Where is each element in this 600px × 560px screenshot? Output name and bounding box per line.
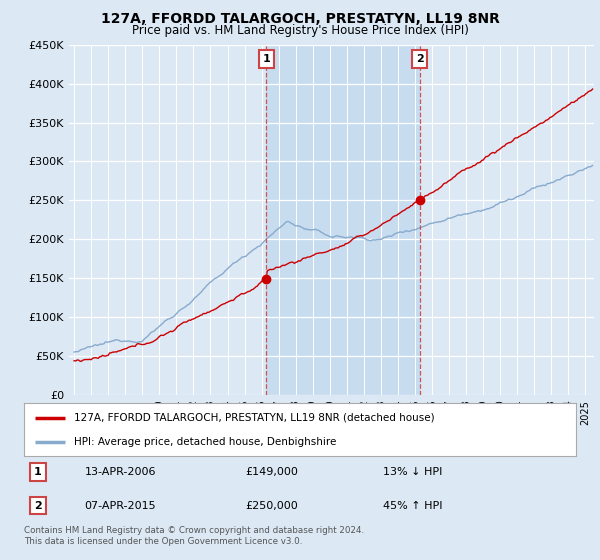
Text: 45% ↑ HPI: 45% ↑ HPI	[383, 501, 442, 511]
Text: 127A, FFORDD TALARGOCH, PRESTATYN, LL19 8NR (detached house): 127A, FFORDD TALARGOCH, PRESTATYN, LL19 …	[74, 413, 434, 423]
Text: 2: 2	[34, 501, 41, 511]
Text: 1: 1	[34, 467, 41, 477]
Text: 1: 1	[263, 54, 270, 64]
Text: 13-APR-2006: 13-APR-2006	[85, 467, 156, 477]
Text: Price paid vs. HM Land Registry's House Price Index (HPI): Price paid vs. HM Land Registry's House …	[131, 24, 469, 37]
Text: £250,000: £250,000	[245, 501, 298, 511]
Bar	[266, 45, 419, 395]
Text: £149,000: £149,000	[245, 467, 298, 477]
Text: 127A, FFORDD TALARGOCH, PRESTATYN, LL19 8NR: 127A, FFORDD TALARGOCH, PRESTATYN, LL19 …	[101, 12, 499, 26]
Text: 13% ↓ HPI: 13% ↓ HPI	[383, 467, 442, 477]
Text: 07-APR-2015: 07-APR-2015	[85, 501, 157, 511]
Text: 2: 2	[416, 54, 424, 64]
Text: Contains HM Land Registry data © Crown copyright and database right 2024.
This d: Contains HM Land Registry data © Crown c…	[24, 526, 364, 546]
Text: HPI: Average price, detached house, Denbighshire: HPI: Average price, detached house, Denb…	[74, 437, 336, 447]
